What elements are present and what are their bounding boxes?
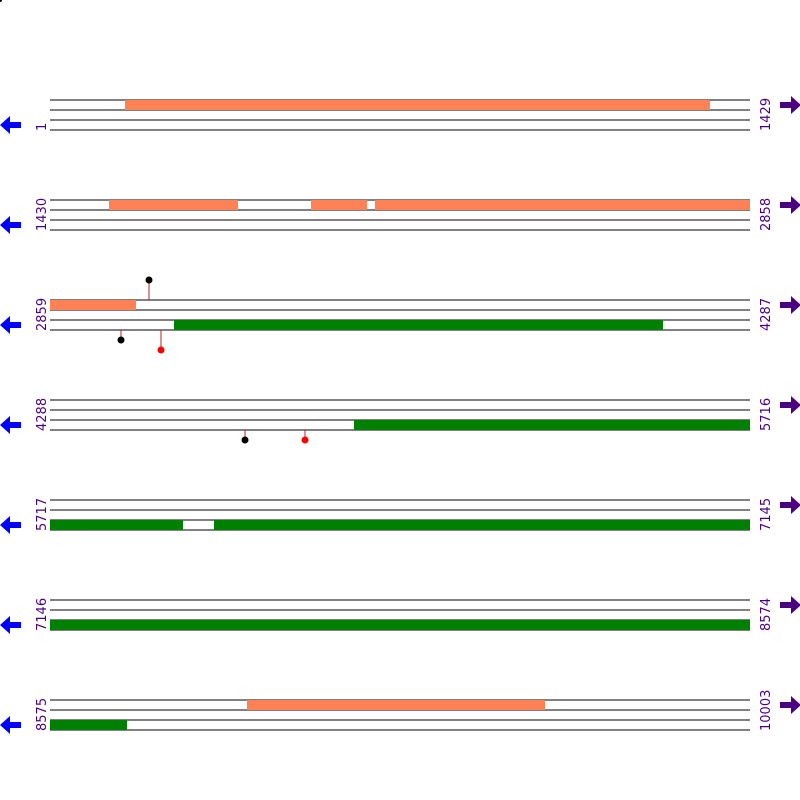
row-start-label: 2859 <box>35 298 50 331</box>
sequence-row: 1430 2858 <box>0 196 800 234</box>
variant-dot <box>241 436 249 444</box>
row-end-label: 2858 <box>759 198 774 231</box>
row-end-label: 1429 <box>759 98 774 131</box>
forward-arrow <box>780 596 800 614</box>
row-end-label: 5716 <box>759 398 774 431</box>
feature-bar <box>311 200 367 210</box>
feature-bar <box>50 620 750 630</box>
reverse-arrow <box>0 316 21 334</box>
row-start-label: 4288 <box>35 398 50 431</box>
feature-bar <box>50 520 183 530</box>
forward-arrow <box>780 96 800 114</box>
feature-bar <box>247 700 545 710</box>
forward-arrow <box>780 696 800 714</box>
forward-arrow <box>780 496 800 514</box>
variant-dot <box>117 336 125 344</box>
feature-bar <box>125 100 710 110</box>
feature-bar <box>50 300 136 310</box>
sequence-row: 2859 4287 <box>0 276 800 354</box>
forward-arrow <box>780 396 800 414</box>
variant-dot <box>145 276 153 284</box>
sequence-row: 8575 10003 <box>0 690 800 734</box>
sequence-row: 1 1429 <box>0 96 800 134</box>
reverse-arrow <box>0 716 21 734</box>
reverse-arrow <box>0 516 21 534</box>
row-end-label: 10003 <box>759 690 774 731</box>
forward-arrow <box>780 196 800 214</box>
row-start-label: 1 <box>35 123 50 131</box>
row-end-label: 8574 <box>759 598 774 631</box>
reverse-arrow <box>0 616 21 634</box>
row-start-label: 8575 <box>35 698 50 731</box>
row-start-label: 5717 <box>35 498 50 531</box>
row-end-label: 7145 <box>759 498 774 531</box>
sequence-row: 7146 8574 <box>0 596 800 634</box>
feature-bar <box>174 320 663 330</box>
feature-bar <box>109 200 238 210</box>
feature-bar <box>354 420 750 430</box>
sequence-row: 5717 7145 <box>0 496 800 534</box>
feature-bar <box>375 200 750 210</box>
variant-dot <box>157 346 165 354</box>
feature-bar <box>50 720 127 730</box>
sequence-row: 4288 5716 <box>0 396 800 444</box>
reverse-arrow <box>0 416 21 434</box>
reverse-arrow <box>0 116 21 134</box>
row-start-label: 1430 <box>35 198 50 231</box>
reverse-arrow <box>0 216 21 234</box>
row-start-label: 7146 <box>35 598 50 631</box>
variant-dot <box>301 436 309 444</box>
corner-dot <box>0 0 2 2</box>
row-end-label: 4287 <box>759 298 774 331</box>
feature-bar <box>214 520 750 530</box>
forward-arrow <box>780 296 800 314</box>
